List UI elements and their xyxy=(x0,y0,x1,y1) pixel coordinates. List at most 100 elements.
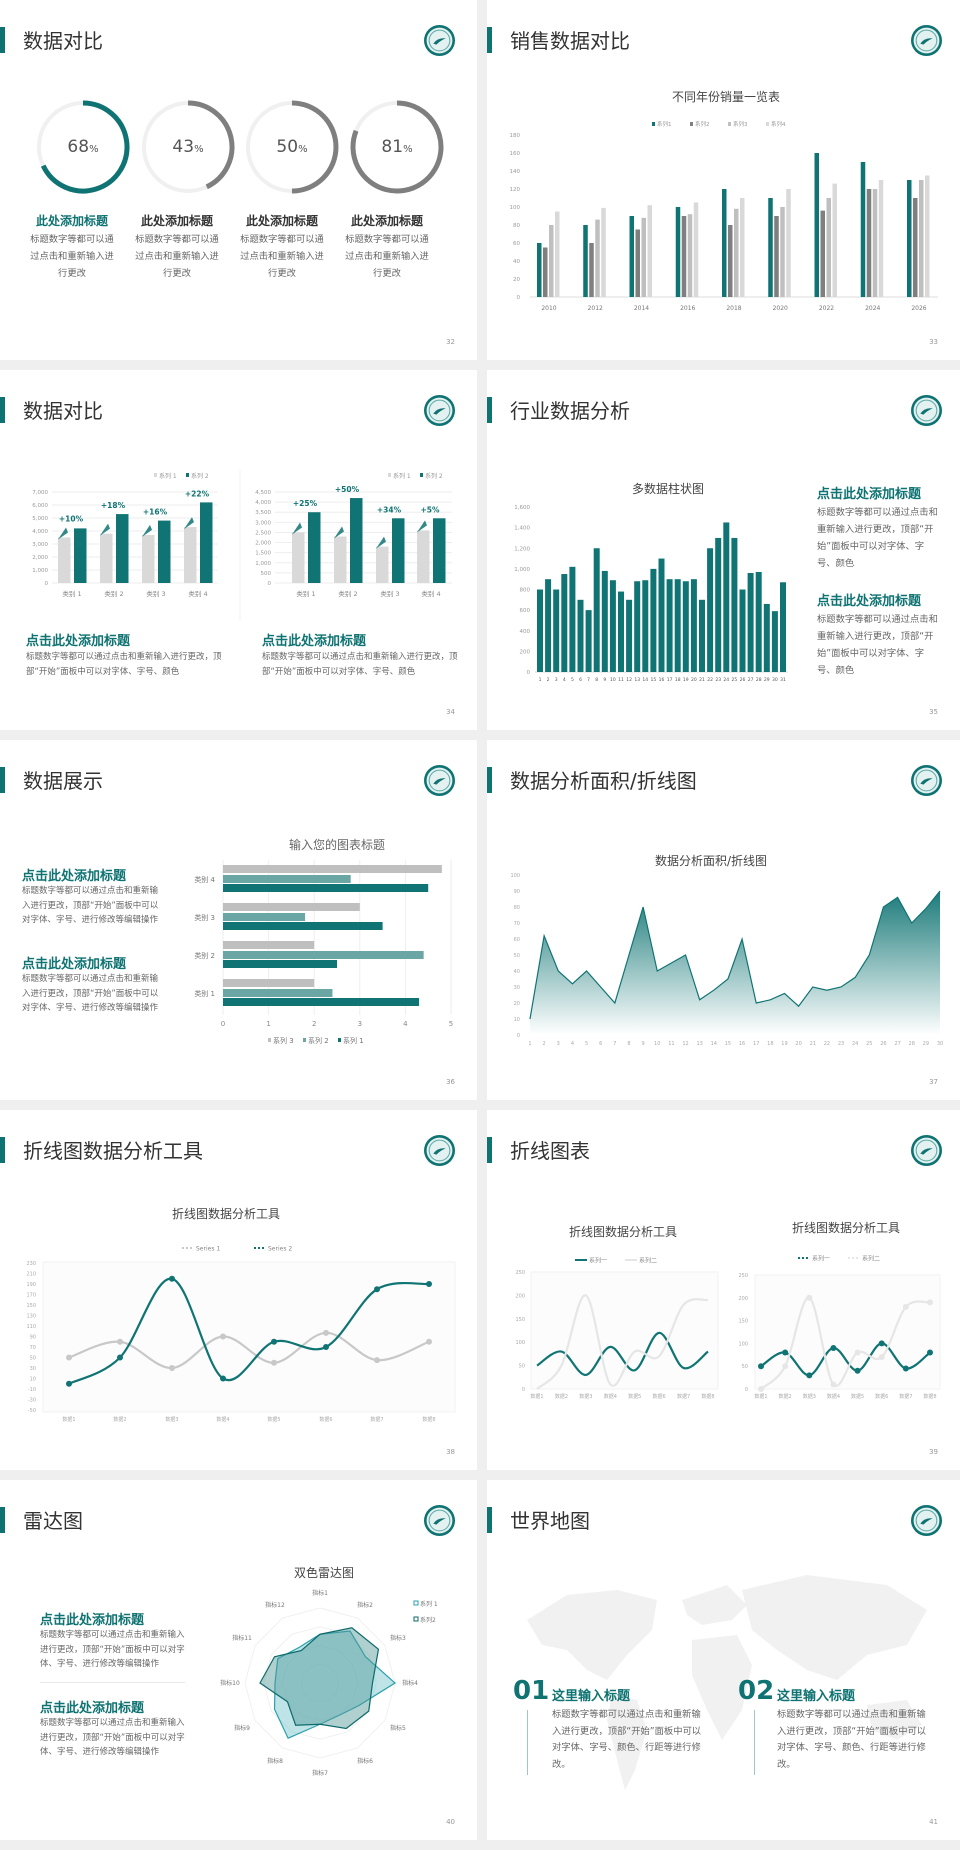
x-tick-label: 8 xyxy=(595,677,598,683)
axis-label: 指标9 xyxy=(234,1724,250,1732)
y-tick-label: 170 xyxy=(26,1293,36,1299)
x-tick-label: 28 xyxy=(756,677,762,683)
bar xyxy=(860,162,866,297)
radar-chart: 指标1 指标2 指标3 指标4 指标5 指标6 指标7 指标8 指标9 指标10 指标11 指标12 系… xyxy=(220,1589,438,1777)
y-tick-label: 140 xyxy=(510,169,521,175)
bar xyxy=(74,528,87,583)
bar xyxy=(569,566,576,672)
y-tick-label: 150 xyxy=(26,1303,36,1309)
bar xyxy=(223,960,337,968)
y-tick-label: -10 xyxy=(28,1387,36,1393)
y-tick-label: 120 xyxy=(510,187,521,193)
y-tick-label: 50 xyxy=(514,953,520,959)
x-tick-label: 24 xyxy=(852,1041,858,1047)
bar xyxy=(601,570,608,672)
y-tick-label: 100 xyxy=(515,1340,525,1346)
x-tick-label: 数据6 xyxy=(653,1393,666,1400)
bar xyxy=(739,589,746,672)
data-point xyxy=(902,1365,909,1372)
bar xyxy=(609,580,616,672)
bar xyxy=(629,216,634,297)
y-tick-label: 0 xyxy=(517,1033,520,1039)
bar xyxy=(142,534,155,583)
data-point xyxy=(854,1367,861,1374)
block-desc: 标题数字等都可以通过点击和重新输入进行更改，顶部“开始”面板中可以对字体、字号、… xyxy=(22,974,159,1013)
y-tick-label: 160 xyxy=(510,151,521,157)
data-point xyxy=(782,1349,789,1356)
ring-progress xyxy=(40,100,130,194)
y-tick-label: 40 xyxy=(514,969,520,975)
bar xyxy=(589,243,594,297)
bar xyxy=(642,580,649,672)
x-tick-label: 5 xyxy=(449,1020,453,1028)
legend-swatch xyxy=(420,473,423,477)
y-tick-label: 20 xyxy=(513,277,520,283)
bar xyxy=(658,558,665,672)
x-tick-label: 10 xyxy=(654,1041,660,1047)
y-tick-label: 250 xyxy=(738,1273,748,1279)
bar xyxy=(223,865,442,873)
slide-title: 世界地图 xyxy=(510,1509,590,1533)
title-accent-bar xyxy=(487,767,492,793)
title-accent-bar xyxy=(487,397,492,423)
x-tick-label: 9 xyxy=(603,677,606,683)
bar xyxy=(878,180,884,297)
page-number: 34 xyxy=(446,708,455,716)
series-line xyxy=(68,1277,430,1385)
x-tick-label: 23 xyxy=(715,677,721,683)
block-desc: 标题数字等都可以通过点击和重新输入进行更改，顶部“开始”面板中可以对字体、字号、… xyxy=(817,507,938,569)
card-desc: 标题数字等都可以通过点击和重新输入进行更改 xyxy=(240,234,324,279)
title-accent-bar xyxy=(487,1137,492,1163)
x-tick-label: 29 xyxy=(923,1041,929,1047)
bar xyxy=(577,599,584,672)
logo-icon xyxy=(911,1505,942,1536)
x-tick-label: 类别 3 xyxy=(146,589,165,598)
page-number: 33 xyxy=(929,338,938,346)
data-point xyxy=(220,1333,226,1340)
data-point xyxy=(220,1375,226,1382)
legend-swatch xyxy=(766,122,769,126)
divider xyxy=(754,1710,755,1775)
bar xyxy=(820,210,825,297)
bar xyxy=(158,520,171,583)
data-point xyxy=(902,1303,909,1310)
bar xyxy=(734,208,739,297)
bar xyxy=(561,574,568,672)
x-tick-label: 类别 1 xyxy=(296,589,315,598)
slide-title: 数据对比 xyxy=(23,29,103,53)
x-tick-label: 14 xyxy=(711,1041,717,1047)
x-tick-label: 数据2 xyxy=(779,1393,792,1400)
bar xyxy=(223,989,333,997)
y-tick-label: 0 xyxy=(268,581,272,587)
x-tick-label: 26 xyxy=(880,1041,886,1047)
legend-swatch xyxy=(338,1038,341,1042)
legend-label: 系列 1 xyxy=(343,1036,364,1045)
y-tick-label: 类别 4 xyxy=(194,875,215,884)
chart-title: 数据分析面积/折线图 xyxy=(654,854,768,868)
block-title: 点击此处添加标题 xyxy=(26,634,131,649)
y-tick-label: 40 xyxy=(513,259,520,265)
y-tick-label: 类别 2 xyxy=(194,951,215,960)
data-point xyxy=(426,1281,432,1287)
y-tick-label: 30 xyxy=(514,985,520,991)
bar xyxy=(763,603,770,672)
chart-title: 折线图数据分析工具 xyxy=(171,1207,281,1221)
x-tick-label: 11 xyxy=(618,677,624,683)
y-tick-label: 150 xyxy=(515,1317,525,1323)
data-point xyxy=(66,1354,72,1361)
y-tick-label: 6,000 xyxy=(32,503,48,509)
x-tick-label: 数据1 xyxy=(62,1416,75,1423)
line xyxy=(529,890,941,1020)
x-tick-label: 21 xyxy=(810,1041,816,1047)
bar xyxy=(832,183,837,297)
x-tick-label: 数据4 xyxy=(604,1393,617,1400)
logo-icon xyxy=(911,765,942,796)
data-point xyxy=(927,1349,933,1356)
growth-arrow-icon xyxy=(292,522,302,535)
slide-34: 数据对比 0 1,000 2,000 3,000 4,000 5,000 6,000 7,00… xyxy=(0,370,477,730)
axis-label: 指标6 xyxy=(357,1757,373,1765)
bar xyxy=(747,573,754,672)
x-tick-label: 31 xyxy=(780,677,786,683)
chart-title: 输入您的图表标题 xyxy=(288,838,386,852)
bar xyxy=(223,913,306,921)
